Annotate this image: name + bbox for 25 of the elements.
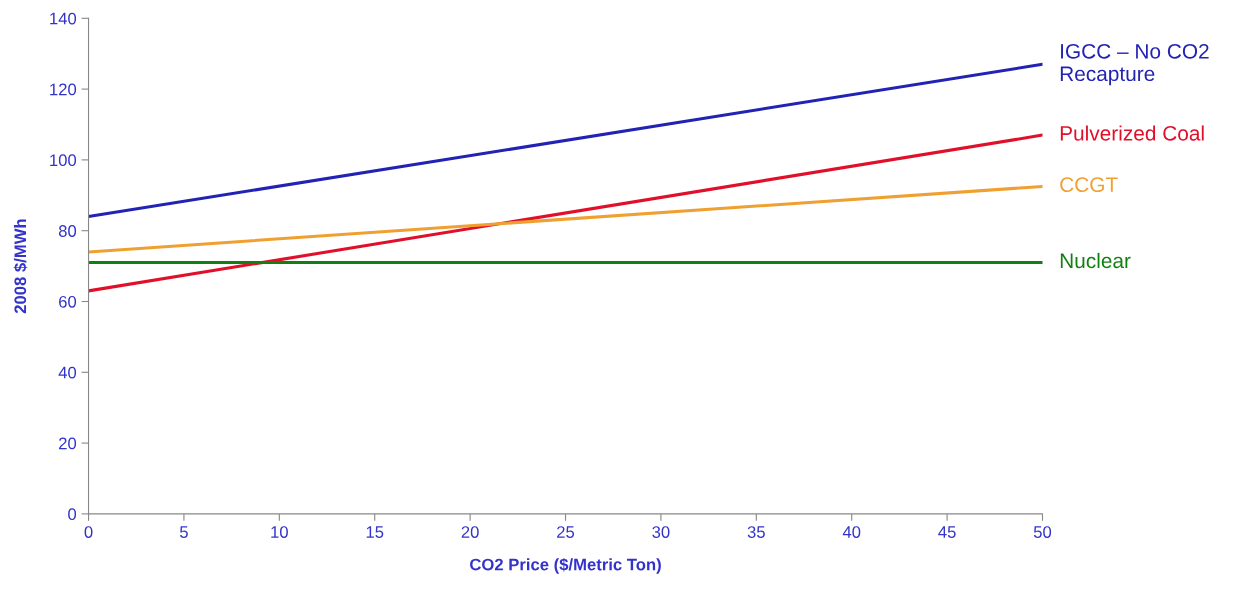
y-tick-label: 60 (59, 295, 77, 308)
y-tick-label: 120 (50, 83, 77, 96)
x-tick-label: 25 (557, 526, 575, 538)
y-tick-label: 140 (50, 12, 77, 25)
x-tick-label: 40 (842, 526, 861, 538)
series-label: IGCC – No CO2 Recapture (1060, 43, 1209, 86)
x-tick-label: 15 (366, 526, 384, 538)
y-tick-label: 40 (58, 366, 77, 379)
y-tick-label: 80 (58, 225, 77, 237)
y-tick-label: 100 (50, 154, 77, 167)
y-tick-label: 20 (59, 437, 77, 450)
x-tick-label: 0 (84, 526, 93, 538)
x-tick-label: 35 (747, 526, 765, 538)
x-tick-label: 30 (652, 526, 670, 538)
series-label: CCGT (1060, 177, 1118, 193)
x-axis-title: CO2 Price ($/Metric Ton) (470, 557, 661, 574)
x-tick-label: 10 (271, 526, 288, 538)
x-tick-label: 50 (1033, 526, 1052, 538)
x-tick-label: 45 (938, 526, 956, 538)
y-tick-label: 0 (68, 508, 77, 521)
series-label: Nuclear (1060, 252, 1131, 269)
y-axis-title: 2008 $/MWh (13, 219, 28, 314)
x-tick-label: 5 (179, 526, 188, 538)
x-tick-label: 20 (461, 526, 479, 538)
series-label: Pulverized Coal (1060, 125, 1204, 141)
